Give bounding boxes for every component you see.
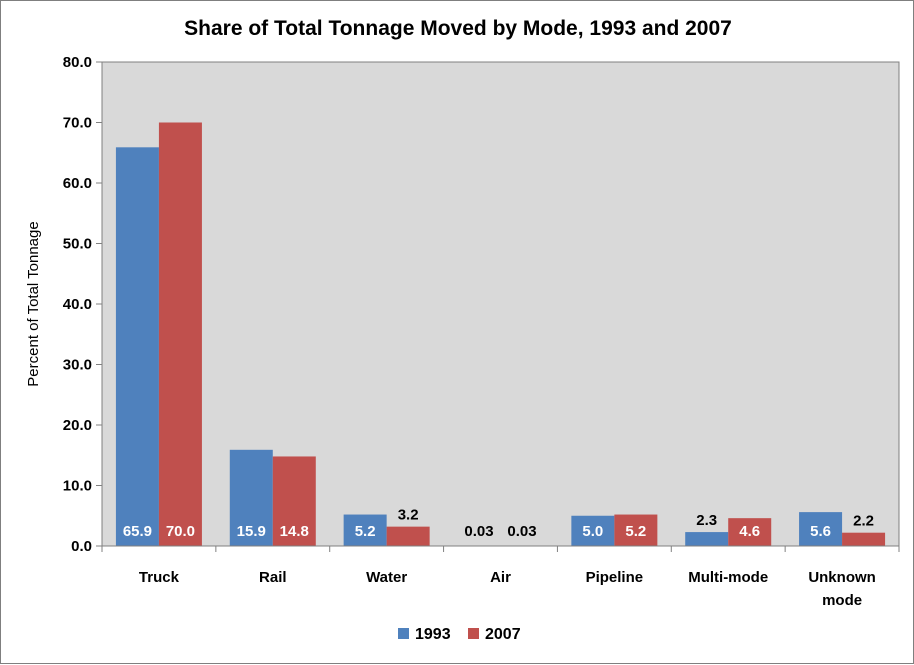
y-tick-label: 70.0 (63, 115, 92, 132)
bar-1993-truck (116, 147, 159, 546)
legend: 1993 2007 (398, 626, 521, 643)
legend-swatch-2007 (468, 628, 479, 639)
y-tick-label: 10.0 (63, 478, 92, 495)
y-tick-label: 80.0 (63, 54, 92, 71)
data-label: 0.03 (464, 523, 493, 540)
data-label: 65.9 (123, 523, 152, 540)
bar-2007-water (387, 527, 430, 546)
y-tick-label: 60.0 (63, 175, 92, 192)
x-tick-label: Water (366, 569, 407, 586)
y-axis-label: Percent of Total Tonnage (25, 221, 42, 386)
bar-2007-unknown-mode (842, 533, 885, 546)
data-label: 5.2 (355, 523, 376, 540)
data-label: 15.9 (237, 523, 266, 540)
bar-1993-multi-mode (685, 532, 728, 546)
data-label: 4.6 (739, 523, 760, 540)
y-tick-label: 50.0 (63, 236, 92, 253)
legend-label-1993: 1993 (415, 626, 451, 643)
data-label: 2.2 (853, 513, 874, 530)
x-tick-label: Truck (139, 569, 180, 586)
data-label: 3.2 (398, 507, 419, 524)
x-tick-label: Pipeline (586, 569, 644, 586)
data-label: 14.8 (280, 523, 309, 540)
plot-area (102, 62, 899, 546)
y-tick-label: 40.0 (63, 296, 92, 313)
data-label: 70.0 (166, 523, 195, 540)
data-label: 5.2 (625, 523, 646, 540)
legend-label-2007: 2007 (485, 626, 521, 643)
data-label: 5.0 (582, 523, 603, 540)
data-label: 5.6 (810, 523, 831, 540)
data-label: 2.3 (696, 512, 717, 529)
y-tick-label: 20.0 (63, 417, 92, 434)
x-tick-label: Multi-mode (688, 569, 768, 586)
x-tick-label: Rail (259, 569, 287, 586)
chart-title: Share of Total Tonnage Moved by Mode, 19… (184, 17, 732, 40)
x-tick-label: Air (490, 569, 511, 586)
y-tick-label: 30.0 (63, 357, 92, 374)
bar-2007-truck (159, 123, 202, 547)
legend-swatch-1993 (398, 628, 409, 639)
data-label: 0.03 (507, 523, 536, 540)
y-tick-label: 0.0 (71, 538, 92, 555)
